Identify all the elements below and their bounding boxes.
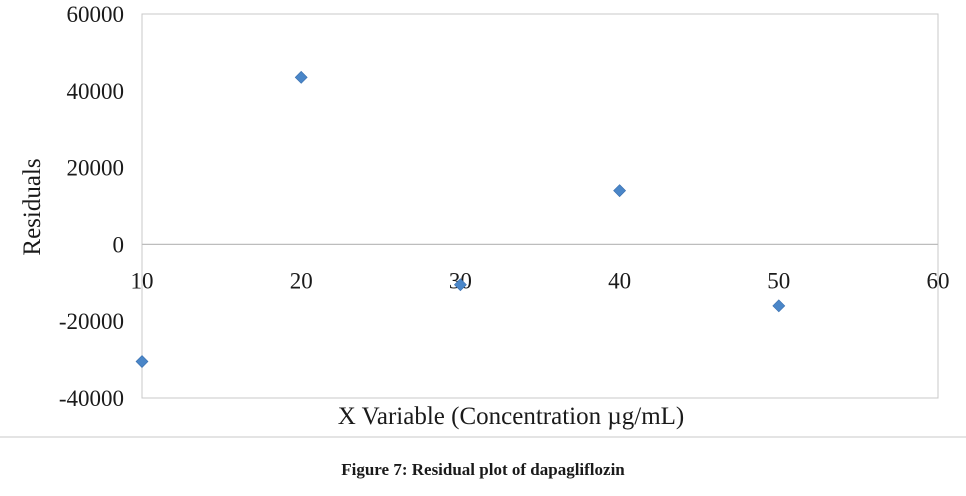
plot-area: [141, 13, 939, 399]
data-point: [294, 70, 308, 84]
data-points: [135, 70, 786, 368]
y-tick-label: 60000: [67, 2, 125, 27]
x-axis-title: X Variable (Concentration µg/mL): [338, 403, 684, 430]
data-point: [613, 184, 627, 198]
data-point: [135, 355, 149, 368]
y-tick-label: 40000: [67, 79, 125, 104]
y-tick-label: -20000: [59, 309, 124, 334]
figure-caption: Figure 7: Residual plot of dapagliflozin: [341, 460, 625, 479]
x-tick-label: 20: [290, 268, 313, 293]
x-tick-label: 60: [927, 268, 950, 293]
y-tick-labels: -40000 -20000 0 20000 40000 60000: [59, 2, 124, 411]
y-tick-label: 0: [113, 232, 125, 257]
y-tick-label: 20000: [67, 156, 125, 181]
x-tick-label: 40: [608, 268, 631, 293]
data-point: [772, 299, 786, 313]
x-tick-label: 10: [131, 268, 154, 293]
data-point: [453, 278, 467, 292]
y-tick-label: -40000: [59, 386, 124, 411]
y-axis-title: Residuals: [19, 158, 46, 255]
x-tick-label: 50: [767, 268, 790, 293]
